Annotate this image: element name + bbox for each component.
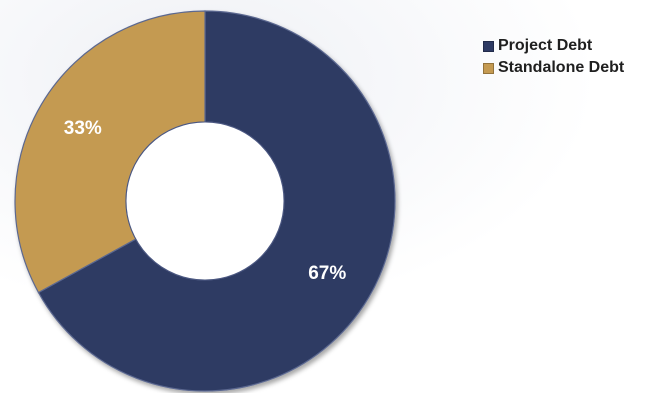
chart-legend: Project Debt Standalone Debt	[483, 35, 624, 79]
legend-label-standalone-debt: Standalone Debt	[498, 59, 625, 76]
legend-item-project-debt: Project Debt	[483, 35, 624, 57]
legend-swatch-standalone-debt	[483, 62, 494, 74]
data-label-project-debt: 67%	[308, 263, 346, 284]
legend-swatch-project-debt	[483, 40, 494, 52]
data-label-standalone-debt: 33%	[64, 118, 102, 139]
legend-label-project-debt: Project Debt	[498, 37, 593, 54]
legend-item-standalone-debt: Standalone Debt	[483, 57, 624, 79]
donut-hole	[125, 121, 285, 281]
